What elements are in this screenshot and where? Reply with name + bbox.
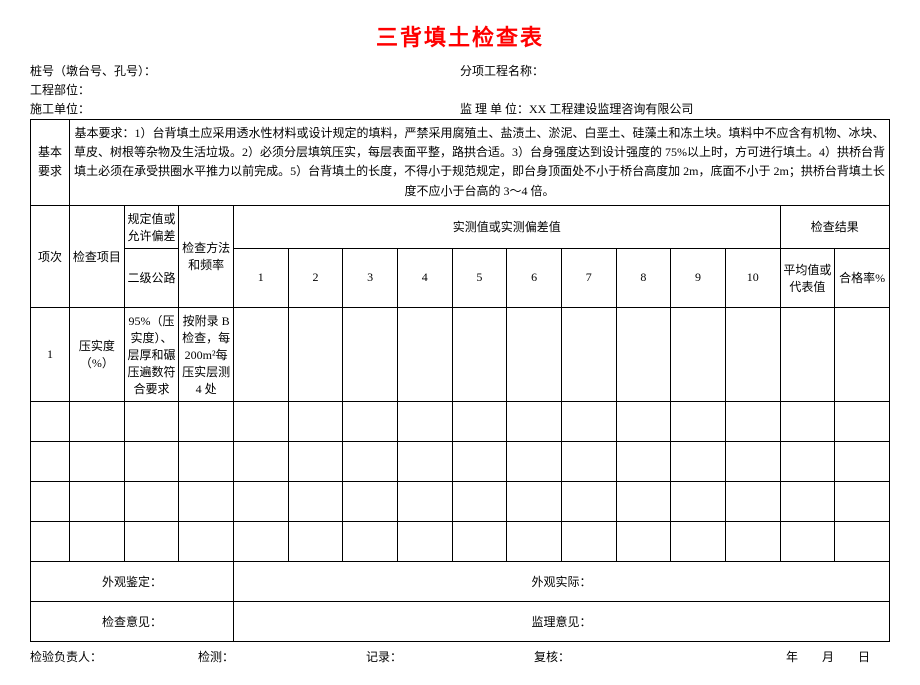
header-m9: 9 bbox=[671, 248, 726, 307]
cell-m bbox=[233, 307, 288, 401]
appearance-row: 外观鉴定： 外观实际： bbox=[31, 561, 890, 601]
header-m1: 1 bbox=[233, 248, 288, 307]
cell-m bbox=[288, 307, 343, 401]
cell-m bbox=[616, 307, 671, 401]
header-m7: 7 bbox=[561, 248, 616, 307]
requirement-text: 基本要求：1）台背填土应采用透水性材料或设计规定的填料，严禁采用腐殖土、盐渍土、… bbox=[70, 120, 890, 206]
appearance-eval-label: 外观鉴定： bbox=[31, 561, 234, 601]
check-opinion-label: 检查意见： bbox=[31, 601, 234, 641]
supervision-label: 监 理 单 位：XX 工程建设监理咨询有限公司 bbox=[460, 100, 890, 117]
part-label: 工程部位： bbox=[30, 81, 460, 98]
requirement-label: 基本要求 bbox=[31, 120, 70, 206]
header-item: 检查项目 bbox=[70, 205, 125, 307]
header-m8: 8 bbox=[616, 248, 671, 307]
cell-m bbox=[507, 307, 562, 401]
supervision-opinion-label: 监理意见： bbox=[233, 601, 889, 641]
table-row-empty bbox=[31, 441, 890, 481]
appearance-actual-label: 外观实际： bbox=[233, 561, 889, 601]
header-tol-sub: 二级公路 bbox=[124, 248, 179, 307]
cell-idx: 1 bbox=[31, 307, 70, 401]
construction-label: 施工单位： bbox=[30, 100, 460, 117]
cell-item: 压实度（%） bbox=[70, 307, 125, 401]
footer-inspector: 检验负责人： bbox=[30, 648, 198, 665]
header-m5: 5 bbox=[452, 248, 507, 307]
header-rate: 合格率% bbox=[835, 248, 890, 307]
header-result-group: 检查结果 bbox=[780, 205, 889, 248]
header-avg: 平均值或代表值 bbox=[780, 248, 835, 307]
cell-tol: 95%（压实度）、层厚和碾压遍数符合要求 bbox=[124, 307, 179, 401]
subproject-label: 分项工程名称： bbox=[460, 62, 890, 79]
cell-avg bbox=[780, 307, 835, 401]
cell-method: 按附录 B 检查，每 200m²每压实层测 4 处 bbox=[179, 307, 234, 401]
page-title: 三背填土检查表 bbox=[30, 20, 890, 52]
cell-m bbox=[671, 307, 726, 401]
table-row: 1 压实度（%） 95%（压实度）、层厚和碾压遍数符合要求 按附录 B 检查，每… bbox=[31, 307, 890, 401]
cell-m bbox=[343, 307, 398, 401]
header-tol-group: 规定值或允许偏差 bbox=[124, 205, 179, 248]
footer-test: 检测： bbox=[198, 648, 366, 665]
footer-row: 检验负责人： 检测： 记录： 复核： 年 月 日 bbox=[30, 648, 890, 665]
header-m6: 6 bbox=[507, 248, 562, 307]
header-empty bbox=[460, 81, 890, 98]
header-m10: 10 bbox=[725, 248, 780, 307]
cell-m bbox=[561, 307, 616, 401]
cell-m bbox=[452, 307, 507, 401]
footer-date: 年 月 日 bbox=[702, 648, 890, 665]
header-block: 桩号（墩台号、孔号）： 分项工程名称： 工程部位： 施工单位： 监 理 单 位：… bbox=[30, 62, 890, 117]
header-method: 检查方法和频率 bbox=[179, 205, 234, 307]
footer-record: 记录： bbox=[366, 648, 534, 665]
inspection-table: 基本要求 基本要求：1）台背填土应采用透水性材料或设计规定的填料，严禁采用腐殖土… bbox=[30, 119, 890, 642]
table-row-empty bbox=[31, 481, 890, 521]
header-m3: 3 bbox=[343, 248, 398, 307]
pile-label: 桩号（墩台号、孔号）： bbox=[30, 62, 460, 79]
cell-rate bbox=[835, 307, 890, 401]
opinion-row: 检查意见： 监理意见： bbox=[31, 601, 890, 641]
header-measured-group: 实测值或实测偏差值 bbox=[233, 205, 780, 248]
cell-m bbox=[397, 307, 452, 401]
footer-review: 复核： bbox=[534, 648, 702, 665]
header-m4: 4 bbox=[397, 248, 452, 307]
header-idx: 项次 bbox=[31, 205, 70, 307]
header-m2: 2 bbox=[288, 248, 343, 307]
cell-m bbox=[725, 307, 780, 401]
table-row-empty bbox=[31, 521, 890, 561]
table-row-empty bbox=[31, 401, 890, 441]
